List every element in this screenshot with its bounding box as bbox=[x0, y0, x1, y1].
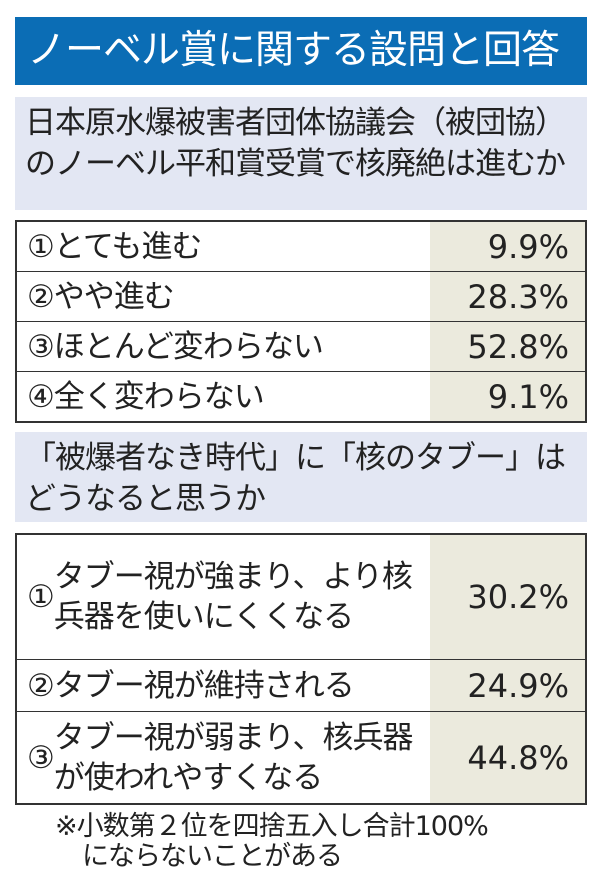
table-row: ② やや進む 28.3% bbox=[17, 272, 585, 322]
footnote-line: にならないことがある bbox=[82, 841, 343, 872]
table-row: ③ タブー視が弱まり、核兵器が使われやすくなる 44.8% bbox=[17, 712, 585, 803]
answer-number: ③ bbox=[27, 328, 55, 365]
table-row: ④ 全く変わらない 9.1% bbox=[17, 372, 585, 421]
answer-value: 52.8% bbox=[430, 322, 585, 371]
answer-number: ④ bbox=[27, 378, 55, 415]
answer-text: やや進む bbox=[53, 278, 175, 315]
answer-text: タブー視が維持される bbox=[53, 667, 355, 704]
answer-text: ほとんど変わらない bbox=[53, 328, 324, 365]
table-row: ② タブー視が維持される 24.9% bbox=[17, 660, 585, 712]
answer-table-2: ① タブー視が強まり、より核兵器を使いにくくなる 30.2% ② タブー視が維持される 2… bbox=[15, 533, 587, 805]
answer-label: ④ 全く変わらない bbox=[17, 372, 430, 421]
answer-label: ③ タブー視が弱まり、核兵器が使われやすくなる bbox=[17, 712, 430, 803]
answer-label: ② タブー視が維持される bbox=[17, 660, 430, 711]
table-row: ① とても進む 9.9% bbox=[17, 222, 585, 272]
answer-label: ③ ほとんど変わらない bbox=[17, 322, 430, 371]
answer-text: 全く変わらない bbox=[53, 378, 265, 415]
answer-text: タブー視が強まり、より核兵器を使いにくくなる bbox=[53, 559, 413, 635]
answer-text: とても進む bbox=[53, 228, 203, 265]
answer-value: 44.8% bbox=[430, 712, 585, 803]
footnote-line: ※小数第２位を四捨五入し合計100% bbox=[55, 811, 489, 842]
question-2: 「被爆者なき時代」に「核のタブー」はどうなると思うか bbox=[15, 432, 587, 522]
answer-label: ② やや進む bbox=[17, 272, 430, 321]
answer-label: ① とても進む bbox=[17, 222, 430, 271]
table-row: ① タブー視が強まり、より核兵器を使いにくくなる 30.2% bbox=[17, 535, 585, 660]
answer-value: 24.9% bbox=[430, 660, 585, 711]
answer-value: 28.3% bbox=[430, 272, 585, 321]
footnote: ※小数第２位を四捨五入し合計100% にならないことがある bbox=[55, 811, 489, 872]
page-title: ノーベル賞に関する設問と回答 bbox=[15, 17, 587, 85]
question-1: 日本原水爆被害者団体協議会（被団協）のノーベル平和賞受賞で核廃絶は進むか bbox=[15, 97, 587, 210]
answer-value: 9.1% bbox=[430, 372, 585, 421]
answer-value: 30.2% bbox=[430, 535, 585, 659]
answer-text: タブー視が弱まり、核兵器が使われやすくなる bbox=[53, 719, 414, 796]
answer-number: ② bbox=[27, 667, 55, 704]
answer-number: ② bbox=[27, 278, 55, 315]
answer-number: ③ bbox=[27, 739, 55, 776]
answer-number: ① bbox=[27, 579, 55, 615]
answer-label: ① タブー視が強まり、より核兵器を使いにくくなる bbox=[17, 535, 430, 659]
answer-value: 9.9% bbox=[430, 222, 585, 271]
answer-table-1: ① とても進む 9.9% ② やや進む 28.3% ③ ほとんど変わらない 52.8% ④ 全く変わ… bbox=[15, 220, 587, 423]
table-row: ③ ほとんど変わらない 52.8% bbox=[17, 322, 585, 372]
answer-number: ① bbox=[27, 228, 55, 265]
